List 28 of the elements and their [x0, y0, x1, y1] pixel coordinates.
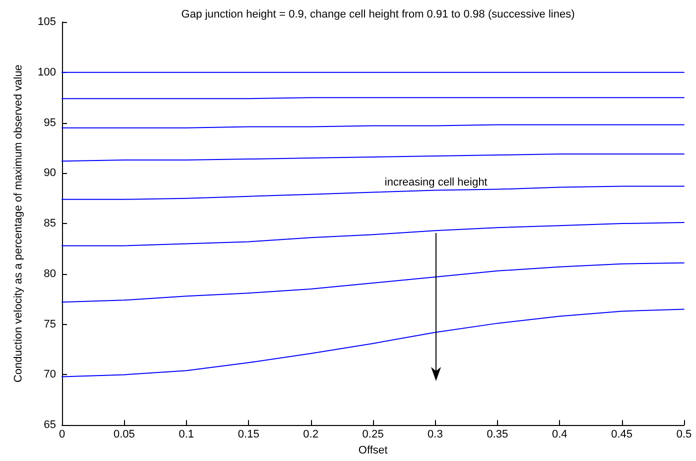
x-tick-label: 0.3 [428, 428, 443, 441]
x-tick-label: 0.5 [676, 428, 692, 441]
y-tick-label: 95 [44, 116, 56, 129]
x-tick-label: 0.25 [362, 428, 384, 441]
line-series [62, 262, 684, 303]
line-series [62, 154, 684, 162]
x-tick-label: 0.45 [611, 428, 633, 441]
annotation: increasing cell height [384, 176, 488, 188]
y-tick-label: 85 [44, 218, 56, 230]
x-tick-label: 0 [58, 428, 66, 441]
y-tick-label: 75 [44, 318, 56, 330]
x-tick-label: 0.15 [238, 428, 260, 441]
line-series [62, 222, 684, 246]
x-tick-label: 0.1 [178, 428, 194, 441]
x-tick-label: 0.2 [303, 428, 318, 441]
x-tick-label: 0.35 [486, 428, 508, 441]
chart-title: Gap junction height = 0.9, change cell height from 0.91 to 0.98 (successive lines) [181, 8, 575, 20]
line-series [62, 308, 684, 378]
y-tick-label: 90 [44, 167, 56, 180]
y-axis-title: Conduction velocity as a percentage of maximum observed value [12, 64, 24, 383]
y-tick-label: 70 [44, 368, 56, 381]
x-axis-title: Offset [358, 444, 388, 456]
y-tick-label: 65 [44, 419, 56, 432]
x-tick-label: 0.4 [552, 428, 568, 441]
y-tick-label: 105 [38, 16, 56, 28]
y-tick-label: 80 [44, 268, 56, 280]
y-tick-label: 100 [38, 66, 56, 78]
x-tick-label: 0.05 [113, 428, 135, 441]
